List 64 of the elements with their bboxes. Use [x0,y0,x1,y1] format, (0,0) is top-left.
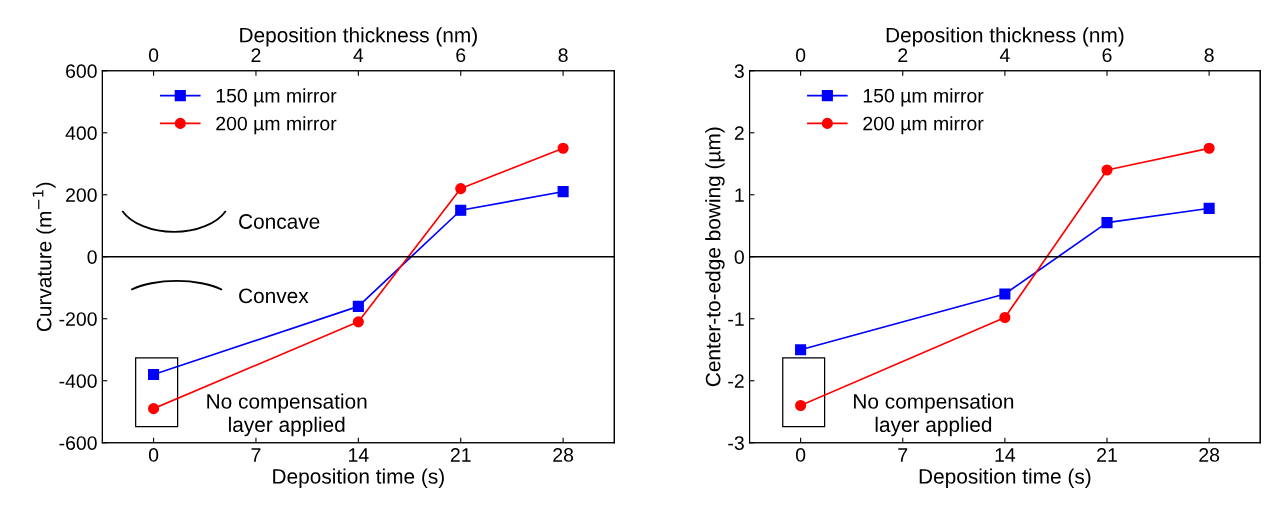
x-tick-label: 21 [450,448,471,462]
annotation: No compensation layer applied [207,393,367,437]
x2-tick-label: 6 [456,48,466,63]
x-axis-title: Deposition time (s) [919,468,1091,488]
x-tick-label: 0 [795,448,806,462]
legend-label: 200 µm mirror [216,116,337,135]
y-tick-label: 0 [734,250,744,264]
y-tick-label: -1 [728,312,744,326]
x2-axis-title: Deposition thickness (nm) [240,27,477,47]
y-tick-label: 2 [734,126,744,140]
x2-tick-label: 0 [795,48,806,63]
y-axis-title: Curvature (m$^{−1}$) [32,182,56,332]
y-tick-label: -200 [59,312,97,326]
x2-tick-label: 8 [558,48,568,63]
annotation: Convex [239,288,309,304]
x-tick-label: 28 [553,448,574,462]
x2-tick-label: 0 [148,48,159,63]
point [455,204,467,216]
point [455,183,467,195]
point [1203,202,1215,214]
y-tick-label: 600 [66,64,97,79]
x2-axis-title: Deposition thickness (nm) [886,27,1124,47]
y-tick-label: -3 [728,436,744,450]
y-tick-label: -600 [59,436,97,450]
y-tick-label: 1 [735,188,744,202]
point [795,399,807,412]
annotation: No compensation layer applied [854,393,1014,437]
point [148,403,160,415]
point [795,344,807,356]
legend-label: 150 µm mirror [216,88,337,107]
x-tick-label: 0 [148,448,159,462]
x2-tick-label: 6 [1102,48,1112,63]
x2-tick-label: 4 [999,48,1010,62]
point [1203,142,1215,154]
legend-label: 150 µm mirror [863,88,984,107]
x2-tick-label: 8 [1204,48,1214,63]
y-tick-label: -2 [728,374,744,388]
y-axis-title: Center-to-edge bowing (µm) [705,127,725,387]
x-tick-label: 21 [1097,448,1117,462]
legend-label: 200 µm mirror [863,116,984,135]
x-tick-label: 7 [898,448,908,462]
x-tick-label: 7 [251,448,261,462]
point [557,186,569,198]
x-tick-label: 28 [1199,448,1220,462]
x-tick-label: 14 [349,448,369,462]
point [148,368,160,381]
point [999,311,1011,324]
y-tick-label: -400 [59,374,97,388]
x-axis-title: Deposition time (s) [273,468,444,488]
point [352,300,364,312]
point [1101,164,1113,176]
y-tick-label: 200 [66,188,97,203]
x2-tick-label: 4 [353,48,364,62]
point [1101,217,1113,229]
point [557,142,569,154]
x-tick-label: 14 [995,448,1016,462]
x2-tick-label: 2 [898,48,908,62]
y-tick-label: 400 [65,126,97,141]
x2-tick-label: 2 [251,48,261,62]
point [352,316,364,328]
y-tick-label: 0 [87,250,97,264]
point [999,288,1011,300]
y-tick-label: 3 [734,64,744,79]
annotation: Concave [239,214,320,229]
